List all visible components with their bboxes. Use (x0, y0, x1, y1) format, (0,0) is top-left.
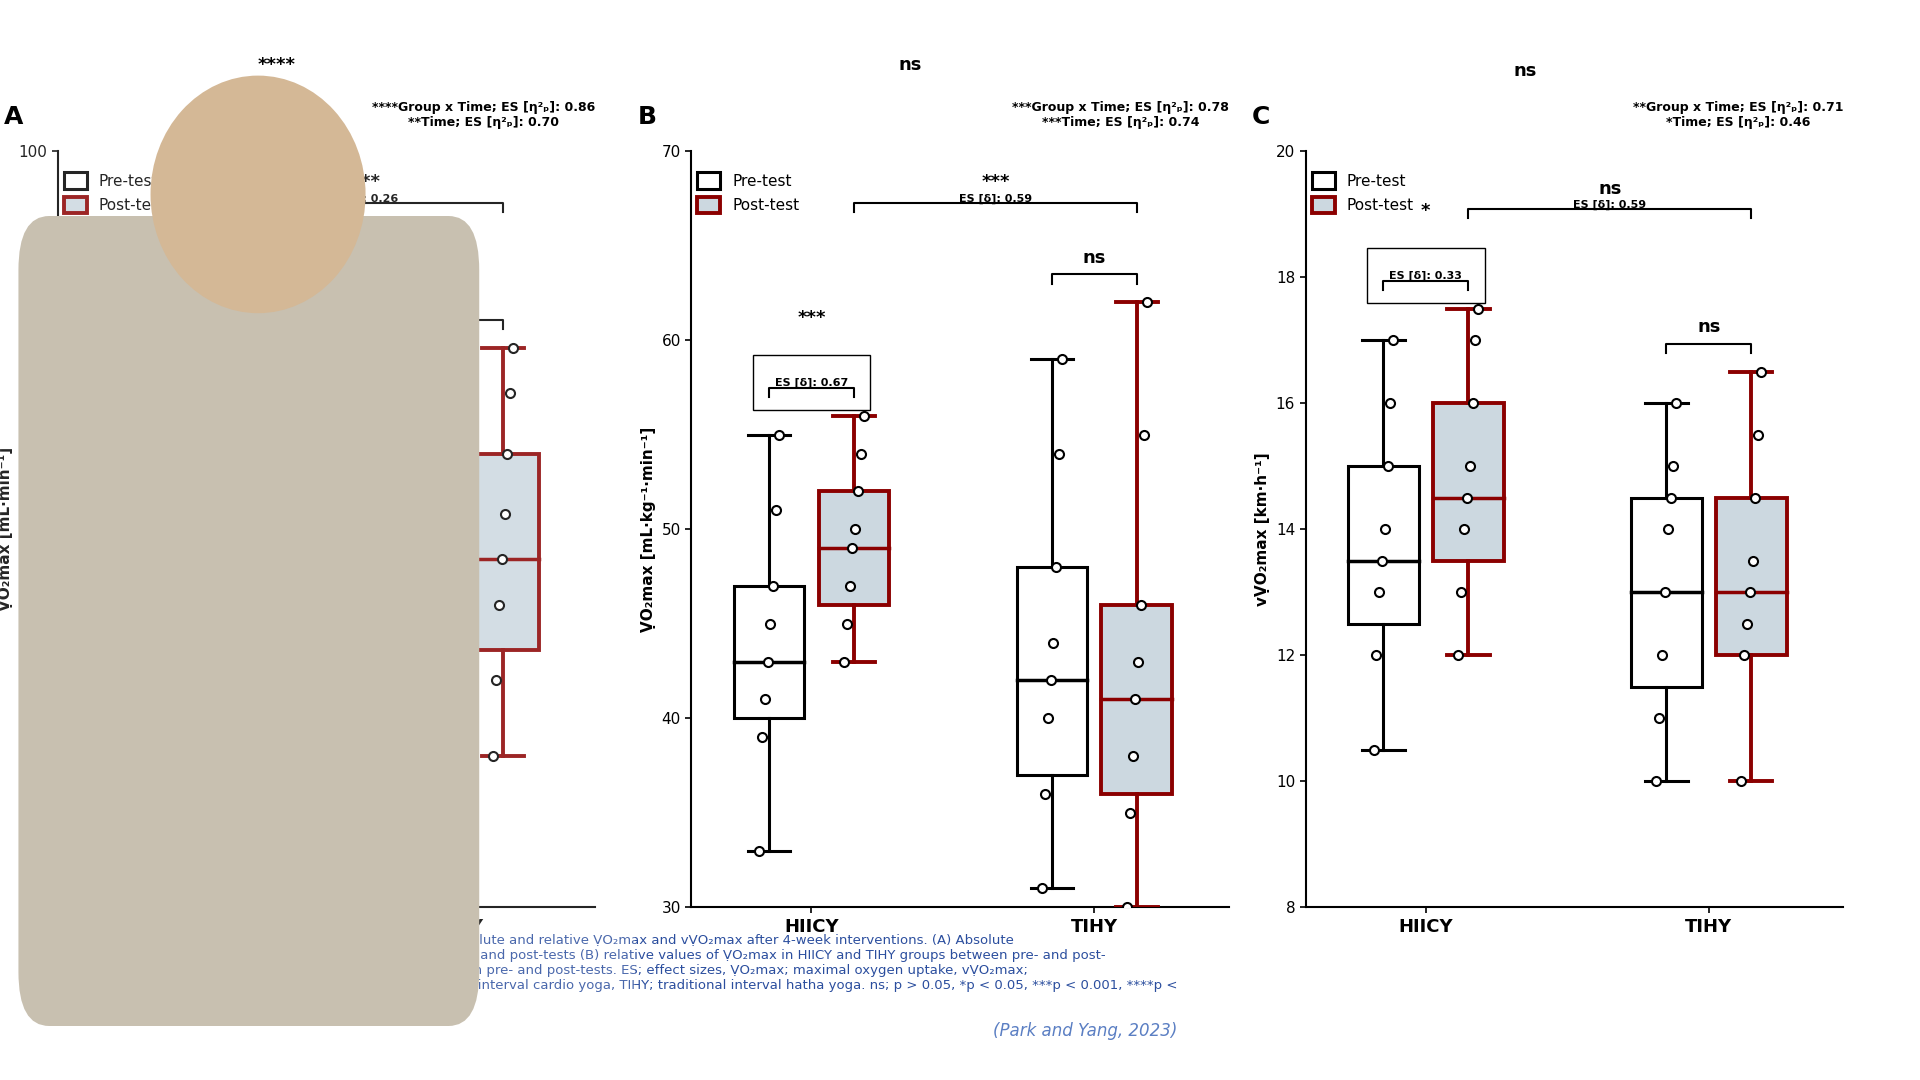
Text: ns: ns (899, 56, 922, 75)
Text: ns: ns (1513, 63, 1536, 80)
Text: ***Group x Time; ES [η²ₚ]: 0.78
***Time; ES [η²ₚ]: 0.74: ***Group x Time; ES [η²ₚ]: 0.78 ***Time;… (1012, 100, 1229, 129)
Text: FIGURE  Time and group effects and comparisons of absolute and relative ṾO₂max a: FIGURE Time and group effects and compar… (96, 934, 1177, 1008)
Text: ****: **** (257, 56, 296, 75)
FancyBboxPatch shape (1102, 605, 1173, 794)
FancyBboxPatch shape (100, 544, 171, 726)
FancyBboxPatch shape (818, 491, 889, 605)
Y-axis label: ṾO₂max [mL·min⁻¹]: ṾO₂max [mL·min⁻¹] (0, 447, 13, 611)
Text: B: B (637, 105, 657, 129)
Text: (Park and Yang, 2023): (Park and Yang, 2023) (993, 1023, 1177, 1040)
Text: ES [δ]: 0.26: ES [δ]: 0.26 (324, 193, 397, 204)
Text: *: * (1421, 202, 1430, 220)
Text: ES [δ]: 0.33: ES [δ]: 0.33 (1390, 270, 1463, 281)
Text: ***: *** (981, 173, 1010, 191)
Text: C: C (1252, 105, 1271, 129)
Text: ES [δ]: 0.26: ES [δ]: 0.26 (142, 265, 215, 274)
FancyBboxPatch shape (184, 393, 255, 590)
Ellipse shape (150, 76, 365, 313)
FancyBboxPatch shape (19, 216, 480, 1026)
Text: ES [δ]: 0.59: ES [δ]: 0.59 (1572, 200, 1645, 211)
FancyBboxPatch shape (1016, 567, 1087, 774)
Text: ****Group x Time; ES [η²ₚ]: 0.86
**Time; ES [η²ₚ]: 0.70: ****Group x Time; ES [η²ₚ]: 0.86 **Time;… (372, 100, 595, 129)
Y-axis label: vṾO₂max [km·h⁻¹]: vṾO₂max [km·h⁻¹] (1256, 453, 1271, 606)
FancyBboxPatch shape (733, 585, 804, 718)
Text: ES [δ]: 0.67: ES [δ]: 0.67 (776, 378, 849, 388)
Text: A: A (4, 105, 23, 129)
FancyBboxPatch shape (382, 575, 453, 786)
FancyBboxPatch shape (468, 454, 540, 650)
Text: ns: ns (449, 294, 472, 312)
FancyBboxPatch shape (1716, 498, 1788, 656)
Text: ES [δ]: 0.59: ES [δ]: 0.59 (958, 193, 1031, 204)
FancyBboxPatch shape (1348, 467, 1419, 623)
FancyBboxPatch shape (1432, 403, 1503, 561)
Text: ns: ns (1083, 248, 1106, 267)
Text: ****: **** (159, 195, 198, 214)
Legend: Pre-test, Post-test: Pre-test, Post-test (58, 166, 173, 219)
Text: ****: **** (344, 173, 380, 191)
Text: ns: ns (1697, 319, 1720, 336)
Text: **Group x Time; ES [η²ₚ]: 0.71
*Time; ES [η²ₚ]: 0.46: **Group x Time; ES [η²ₚ]: 0.71 *Time; ES… (1632, 100, 1843, 129)
Legend: Pre-test, Post-test: Pre-test, Post-test (1306, 166, 1421, 219)
FancyBboxPatch shape (1630, 498, 1701, 687)
Text: ***: *** (797, 309, 826, 327)
Text: ns: ns (1597, 179, 1622, 198)
Legend: Pre-test, Post-test: Pre-test, Post-test (691, 166, 806, 219)
Y-axis label: ṾO₂max [mL·kg⁻¹·min⁻¹]: ṾO₂max [mL·kg⁻¹·min⁻¹] (641, 427, 657, 632)
